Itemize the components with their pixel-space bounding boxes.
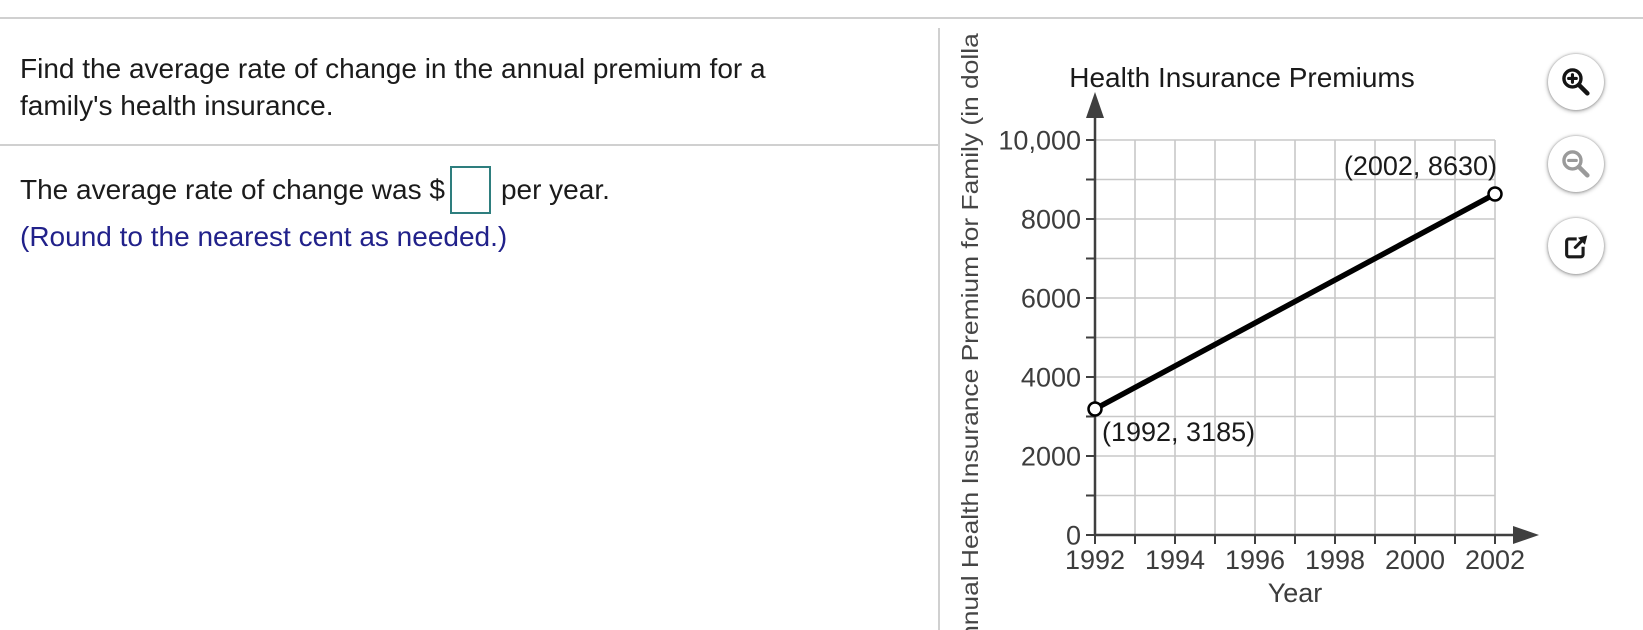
x-axis-ticks <box>1094 535 1496 544</box>
axes <box>1086 92 1539 544</box>
x-tick-label: 2000 <box>1385 545 1445 575</box>
y-tick-label: 0 <box>1066 520 1081 550</box>
y-axis-label: Annual Health Insurance Premium for Fami… <box>957 3 983 630</box>
y-tick-label: 6000 <box>1021 283 1081 313</box>
premium-line-chart: Annual Health Insurance Premium for Fami… <box>957 3 1539 630</box>
rounding-hint: (Round to the nearest cent as needed.) <box>20 221 508 252</box>
y-tick-label: 8000 <box>1021 204 1081 234</box>
panel-separator <box>938 28 940 630</box>
answer-input[interactable] <box>449 166 491 214</box>
answer-suffix: per year. <box>500 174 610 205</box>
x-tick-labels: 1992 1994 1996 1998 2000 2002 <box>1065 545 1525 575</box>
x-tick-label: 2002 <box>1465 545 1525 575</box>
x-axis-label: Year <box>1268 578 1323 608</box>
question-line-2: family's health insurance. <box>20 90 334 121</box>
x-tick-label: 1992 <box>1065 545 1125 575</box>
y-tick-label: 4000 <box>1021 362 1081 392</box>
x-tick-label: 1996 <box>1225 545 1285 575</box>
y-tick-label: 2000 <box>1021 441 1081 471</box>
x-tick-label: 1994 <box>1145 545 1205 575</box>
chart-title: Health Insurance Premiums <box>1069 62 1414 93</box>
magnifier-minus-icon <box>1559 147 1593 181</box>
data-line <box>1093 191 1497 412</box>
question-text: Find the average rate of change in the a… <box>20 50 900 124</box>
grid-lines <box>1095 139 1496 535</box>
question-line-1: Find the average rate of change in the a… <box>20 53 766 84</box>
answer-prefix: The average rate of change was $ <box>20 174 445 205</box>
top-border-line <box>0 17 1643 19</box>
zoom-in-button[interactable] <box>1548 54 1604 110</box>
answer-row: The average rate of change was $ per yea… <box>20 164 610 216</box>
point-label-1992: (1992, 3185) <box>1102 417 1255 447</box>
external-link-icon <box>1559 229 1593 263</box>
data-point-1992 <box>1087 401 1103 417</box>
point-label-2002: (2002, 8630) <box>1344 151 1497 181</box>
section-divider <box>0 144 938 146</box>
data-point-2002 <box>1487 186 1503 202</box>
magnifier-plus-icon <box>1559 65 1593 99</box>
y-tick-label: 10,000 <box>998 125 1081 155</box>
zoom-out-button[interactable] <box>1548 136 1604 192</box>
y-tick-labels: 0 2000 4000 6000 8000 10,000 <box>998 125 1081 550</box>
y-axis-ticks <box>1086 139 1095 536</box>
open-in-new-window-button[interactable] <box>1548 218 1604 274</box>
x-tick-label: 1998 <box>1305 545 1365 575</box>
